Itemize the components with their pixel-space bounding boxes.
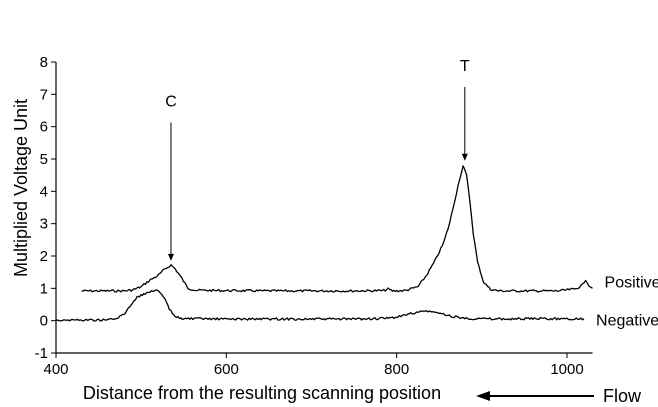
annotation-label-c: C [165,94,177,111]
x-tick-label: 600 [214,361,239,378]
annotation-label-t: T [460,58,470,75]
flow-indicator: Flow [476,386,642,406]
y-tick-label: 1 [40,280,48,297]
series-layer: Positive Negative [55,165,658,330]
y-axis-title: Multiplied Voltage Unit [11,99,31,277]
x-tick-label: 1000 [550,361,583,378]
series-line-positive [81,165,593,293]
y-tick-label: 3 [40,216,48,233]
annotation-layer: CT [165,58,470,261]
flow-arrowhead-icon [476,391,490,401]
y-tick-label: 4 [40,183,48,200]
y-tick-label: 5 [40,151,48,168]
x-axis-title: Distance from the resulting scanning pos… [83,383,441,403]
axes: -1 0 1 2 3 4 5 6 7 8 400 600 800 1000 [35,54,593,378]
annotation-arrowhead-icon [461,153,468,161]
x-tick-label: 800 [384,361,409,378]
y-tick-label: 8 [40,54,48,71]
x-tick-label: 400 [43,361,68,378]
y-tick-label: -1 [35,345,48,362]
y-tick-label: 6 [40,119,48,136]
series-label-positive: Positive [605,274,658,291]
annotation-arrowhead-icon [167,253,174,261]
series-line-negative [55,289,585,322]
series-label-negative: Negative [596,313,658,330]
y-tick-label: 7 [40,86,48,103]
y-tick-label: 2 [40,248,48,265]
y-tick-label: 0 [40,313,48,330]
flow-label: Flow [603,386,642,406]
